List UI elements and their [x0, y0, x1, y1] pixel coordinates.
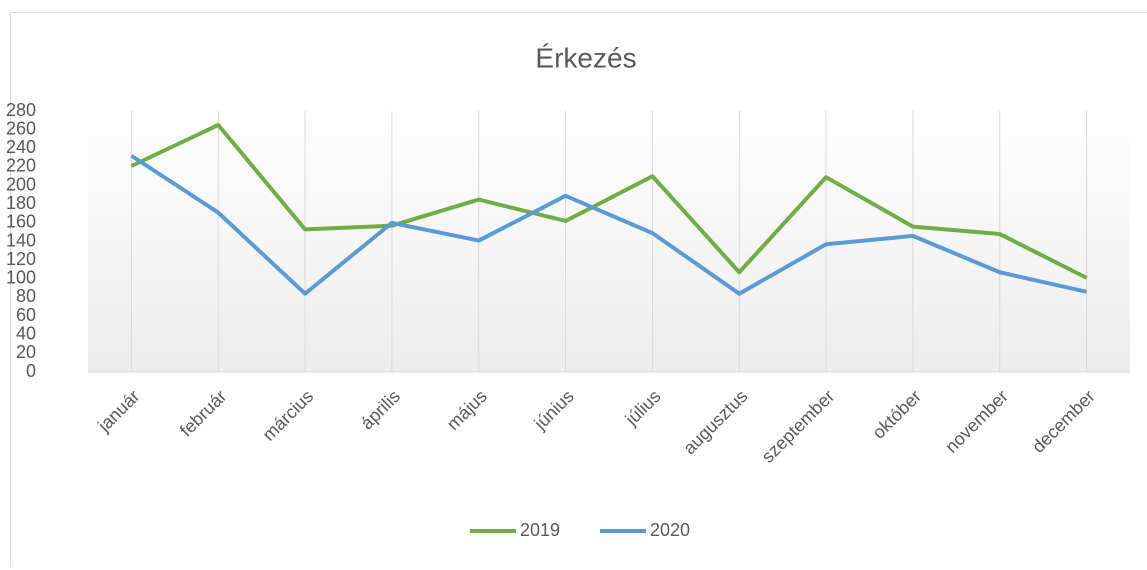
plot-area [88, 111, 1130, 372]
x-tick-label: szeptember [758, 386, 839, 467]
legend-label: 2020 [650, 520, 690, 540]
x-tick-label: május [443, 386, 491, 434]
chart-title: Érkezés [535, 42, 636, 73]
y-tick-label: 120 [6, 249, 36, 269]
x-tick-label: március [259, 386, 318, 445]
y-tick-label: 200 [6, 174, 36, 194]
y-tick-label: 80 [16, 286, 36, 306]
x-tick-label: december [1028, 386, 1099, 457]
legend-label: 2019 [520, 520, 560, 540]
y-tick-label: 260 [6, 118, 36, 138]
y-tick-label: 180 [6, 193, 36, 213]
x-tick-label: október [869, 386, 926, 443]
y-tick-label: 220 [6, 156, 36, 176]
y-tick-label: 40 [16, 323, 36, 343]
x-tick-label: november [941, 386, 1012, 457]
x-tick-label: augusztus [679, 386, 751, 458]
x-tick-label: július [621, 386, 665, 430]
x-tick-label: január [93, 386, 143, 436]
y-tick-label: 20 [16, 342, 36, 362]
y-tick-label: 160 [6, 212, 36, 232]
y-tick-label: 0 [26, 361, 36, 381]
x-tick-label: április [357, 386, 404, 433]
y-tick-label: 60 [16, 305, 36, 325]
y-tick-label: 100 [6, 268, 36, 288]
y-tick-label: 280 [6, 100, 36, 120]
x-tick-label: június [530, 386, 578, 434]
y-tick-label: 240 [6, 137, 36, 157]
y-tick-label: 140 [6, 230, 36, 250]
x-tick-label: február [176, 386, 230, 440]
